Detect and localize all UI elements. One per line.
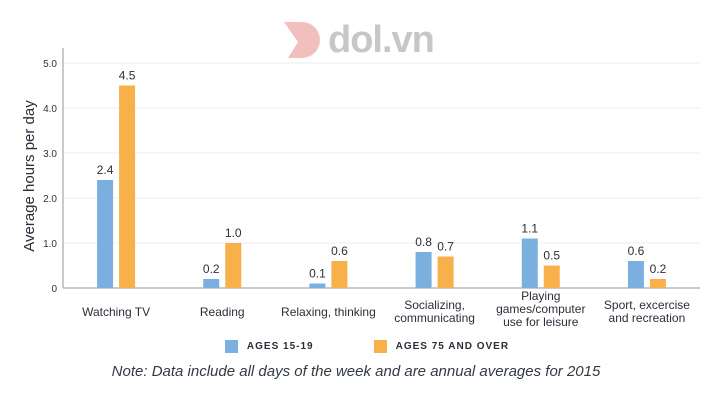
legend-swatch [373, 340, 387, 353]
x-tick-label: Playing [521, 289, 560, 303]
bar [97, 180, 114, 288]
x-tick-label: and recreation [609, 311, 686, 325]
y-tick-label: 2.0 [43, 194, 57, 205]
legend-item-ages-75-over[interactable]: AGES 75 AND OVER [373, 340, 510, 353]
y-axis-title: Average hours per day [21, 100, 38, 252]
bar [203, 279, 220, 288]
data-label: 0.1 [309, 267, 326, 281]
chart-note: Note: Data include all days of the week … [111, 363, 601, 380]
bar [649, 279, 666, 288]
logo-text: dol.vn [328, 18, 435, 61]
x-tick-label: communicating [394, 311, 475, 325]
data-label: 1.0 [225, 226, 242, 240]
logo: dol.vn [278, 18, 435, 62]
data-label: 2.4 [97, 163, 114, 177]
data-label: 0.2 [650, 262, 667, 276]
bar [627, 261, 644, 288]
data-label: 0.6 [628, 244, 645, 258]
y-tick-label: 5.0 [43, 59, 57, 70]
legend-label: AGES 15-19 [246, 341, 314, 352]
bar [225, 243, 242, 288]
bar [415, 252, 432, 288]
data-label: 1.1 [521, 222, 538, 236]
y-tick-label: 0 [51, 284, 57, 295]
legend-item-ages-15-19[interactable]: AGES 15-19 [224, 340, 314, 353]
x-tick-label: Relaxing, thinking [281, 305, 376, 319]
data-label: 0.8 [415, 235, 432, 249]
x-tick-label: Watching TV [82, 305, 150, 319]
data-label: 0.2 [203, 262, 220, 276]
x-tick-label: Reading [200, 305, 245, 319]
logo-icon [284, 22, 320, 58]
bar [521, 238, 538, 288]
x-tick-label: Socializing, [404, 298, 465, 312]
bar [119, 85, 136, 288]
x-tick-label: Sport, excercise [604, 298, 690, 312]
x-tick-label: use for leisure [503, 315, 579, 329]
legend-swatch [224, 340, 238, 353]
bar [437, 256, 454, 288]
data-label: 0.5 [543, 249, 560, 263]
bar [309, 283, 326, 288]
legend-label: AGES 75 AND OVER [395, 341, 510, 352]
bar [543, 265, 560, 288]
data-label: 4.5 [119, 69, 136, 83]
data-label: 0.6 [331, 244, 348, 258]
x-tick-label: games/computer [496, 302, 585, 316]
data-label: 0.7 [437, 240, 454, 254]
legend: AGES 15-19 AGES 75 AND OVER [0, 340, 712, 353]
y-tick-label: 3.0 [43, 149, 57, 160]
y-tick-label: 4.0 [43, 104, 57, 115]
bar-chart: 0 1.0 2.0 3.0 4.0 5.0 Average hours per day 2.4… [21, 48, 700, 329]
y-tick-label: 1.0 [43, 239, 57, 250]
bar [331, 261, 348, 288]
